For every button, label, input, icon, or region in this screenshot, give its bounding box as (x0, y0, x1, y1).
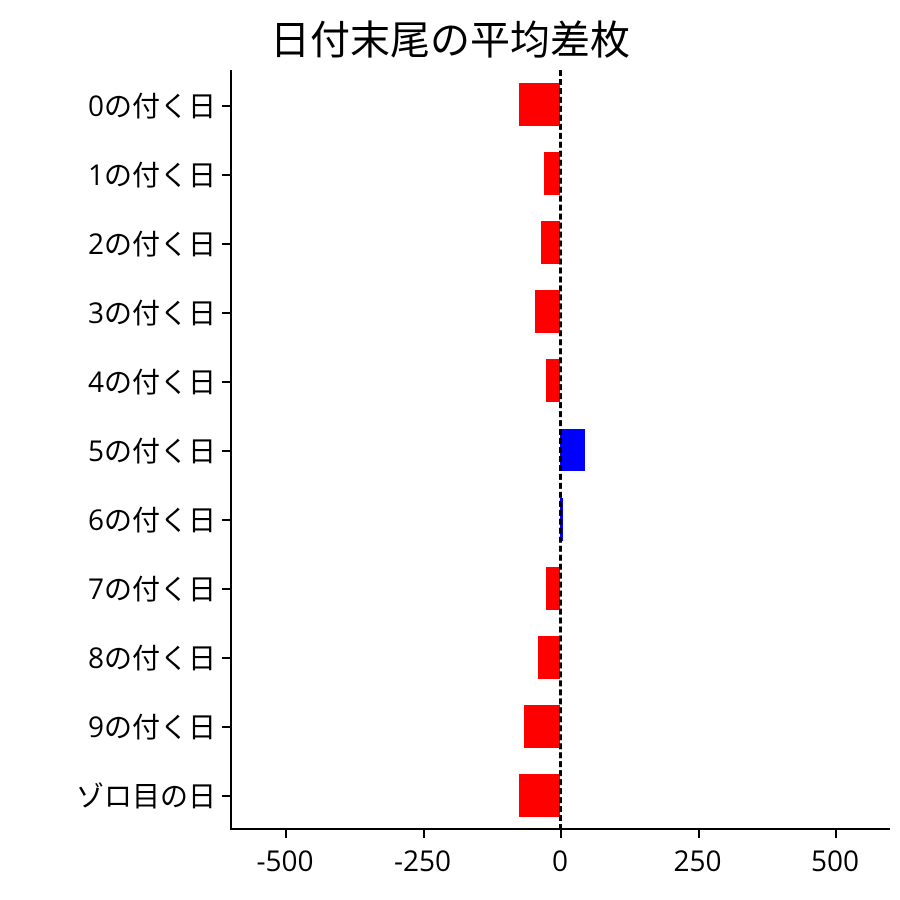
chart-container: 日付末尾の平均差枚 -500-25002505000の付く日1の付く日2の付く日… (0, 0, 900, 900)
y-axis-line (230, 70, 232, 830)
bar (560, 429, 585, 472)
y-tick-label: ゾロ目の日 (76, 775, 216, 815)
y-tick-label: 6の付く日 (88, 499, 216, 539)
y-tick-label: 7の付く日 (88, 568, 216, 608)
x-tick (560, 830, 562, 838)
x-tick (285, 830, 287, 838)
zero-line (559, 70, 562, 830)
bar (541, 221, 560, 264)
y-tick-label: 3の付く日 (88, 292, 216, 332)
x-tick-label: 250 (673, 842, 721, 880)
x-tick (835, 830, 837, 838)
x-tick-label: -250 (394, 842, 451, 880)
y-tick-label: 4の付く日 (88, 361, 216, 401)
y-tick-label: 0の付く日 (88, 85, 216, 125)
x-tick (698, 830, 700, 838)
y-tick (222, 657, 230, 659)
plot-area: -500-25002505000の付く日1の付く日2の付く日3の付く日4の付く日… (230, 70, 890, 830)
bar (535, 290, 560, 333)
y-tick-label: 1の付く日 (88, 154, 216, 194)
y-tick (222, 450, 230, 452)
bar (524, 705, 560, 748)
x-tick-label: 500 (811, 842, 859, 880)
y-tick (222, 105, 230, 107)
chart-title: 日付末尾の平均差枚 (0, 8, 900, 66)
y-tick (222, 381, 230, 383)
y-tick (222, 726, 230, 728)
y-tick (222, 588, 230, 590)
y-tick-label: 8の付く日 (88, 637, 216, 677)
y-tick-label: 2の付く日 (88, 223, 216, 263)
y-tick (222, 795, 230, 797)
y-tick (222, 243, 230, 245)
bar (519, 774, 560, 817)
bar (519, 83, 560, 126)
y-tick-label: 9の付く日 (88, 706, 216, 746)
x-tick-label: -500 (256, 842, 313, 880)
y-tick (222, 312, 230, 314)
bar (538, 636, 560, 679)
y-tick-label: 5の付く日 (88, 430, 216, 470)
y-tick (222, 174, 230, 176)
y-tick (222, 519, 230, 521)
x-tick-label: 0 (552, 842, 568, 880)
x-tick (423, 830, 425, 838)
